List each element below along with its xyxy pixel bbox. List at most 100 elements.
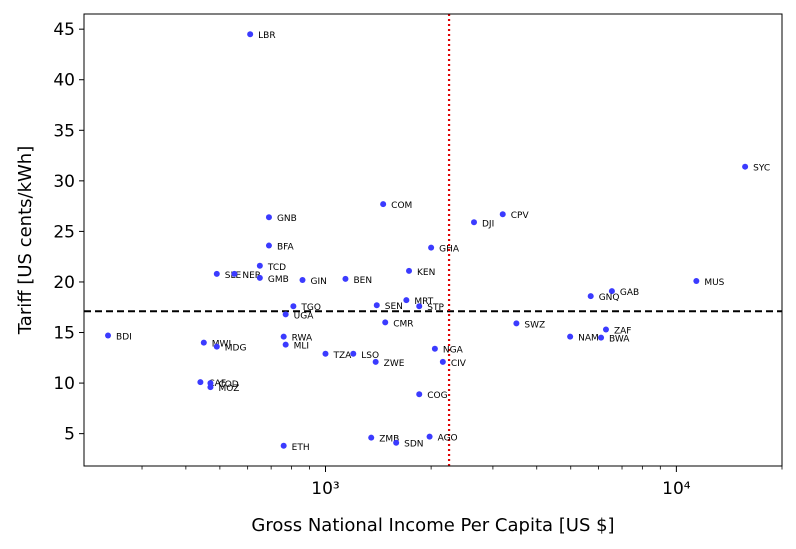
data-point-lso: [350, 350, 357, 357]
point-label-bdi: BDI: [116, 333, 132, 343]
point-label-swz: SWZ: [524, 320, 545, 330]
data-point-gnq: [587, 293, 594, 300]
point-label-mwi: MWI: [212, 340, 231, 350]
y-tick-label-25: 25: [53, 222, 75, 242]
data-point-sen: [373, 302, 380, 309]
point-label-sen: SEN: [385, 302, 403, 312]
point-label-ago: AGO: [438, 434, 458, 444]
point-label-dji: DJI: [482, 219, 494, 229]
point-label-gha: GHA: [439, 245, 460, 255]
y-tick-label-5: 5: [64, 425, 75, 445]
point-label-zwe: ZWE: [384, 359, 405, 369]
axes: 5 10 15 20 25 30 35 40 45 10³ 10⁴: [53, 13, 783, 499]
data-point-rwa: [280, 333, 287, 340]
data-point-nam: [567, 333, 574, 340]
data-point-zwe: [372, 358, 379, 365]
point-label-bwa: BWA: [609, 335, 630, 345]
data-point-mrt: [403, 297, 410, 304]
data-point-syc: [742, 163, 749, 170]
y-tick-label-35: 35: [53, 121, 75, 141]
data-point-bwa: [598, 334, 605, 341]
plot-frame: [83, 13, 783, 467]
x-axis-label: Gross National Income Per Capita [US $]: [251, 515, 614, 536]
data-point-mdg: [213, 343, 220, 350]
x-tick-label-10000: 10⁴: [662, 479, 691, 499]
data-point-eth: [280, 442, 287, 449]
data-point-tgo: [290, 303, 297, 310]
point-label-zmb: ZMB: [379, 435, 399, 445]
data-point-sdn: [393, 439, 400, 446]
point-label-zaf: ZAF: [614, 326, 632, 336]
data-point-civ: [439, 358, 446, 365]
point-label-sdn: SDN: [404, 440, 423, 450]
point-label-moz: MOZ: [218, 384, 239, 394]
data-point-nga: [431, 345, 438, 352]
x-tick-label-1000: 10³: [311, 479, 339, 499]
point-label-civ: CIV: [451, 359, 467, 369]
point-label-mdg: MDG: [225, 344, 247, 354]
data-point-bdi: [105, 332, 112, 339]
point-label-syc: SYC: [753, 164, 770, 174]
data-point-cog: [416, 391, 423, 398]
point-label-gnq: GNQ: [599, 293, 620, 303]
data-point-gha: [428, 244, 435, 251]
point-label-gin: GIN: [311, 277, 327, 287]
data-point-mus: [693, 277, 700, 284]
point-label-caf: CAF: [208, 379, 226, 389]
point-label-cog: COG: [427, 391, 447, 401]
data-point-zaf: [602, 326, 609, 333]
data-point-lbr: [247, 31, 254, 38]
y-tick-label-40: 40: [53, 71, 75, 91]
point-label-cod: COD: [218, 380, 238, 390]
data-point-uga: [282, 311, 289, 318]
point-label-uga: UGA: [294, 311, 315, 321]
data-point-tcd: [256, 262, 263, 269]
point-label-rwa: RWA: [292, 334, 313, 344]
data-point-ben: [342, 275, 349, 282]
point-label-cmr: CMR: [393, 319, 413, 329]
data-point-zmb: [368, 434, 375, 441]
point-label-com: COM: [391, 201, 412, 211]
y-tick-label-30: 30: [53, 172, 75, 192]
point-label-tcd: TCD: [267, 263, 286, 273]
y-tick-label-15: 15: [53, 324, 75, 344]
point-label-mus: MUS: [704, 278, 724, 288]
data-point-cmr: [382, 319, 389, 326]
data-point-tza: [322, 350, 329, 357]
data-point-gab: [608, 288, 615, 295]
data-point-gnb: [265, 214, 272, 221]
point-label-lso: LSO: [361, 351, 379, 361]
point-label-ben: BEN: [353, 276, 372, 286]
y-axis-label: Tariff [US cents/kWh]: [15, 146, 36, 335]
data-point-mli: [282, 341, 289, 348]
point-label-lbr: LBR: [258, 31, 275, 41]
point-label-cpv: CPV: [511, 211, 530, 221]
y-tick-label-45: 45: [53, 20, 75, 40]
point-label-gnb: GNB: [277, 214, 297, 224]
point-label-nga: NGA: [443, 346, 464, 356]
data-point-swz: [513, 320, 520, 327]
y-tick-label-10: 10: [53, 374, 75, 394]
data-point-gin: [299, 276, 306, 283]
point-label-tgo: TGO: [300, 303, 321, 313]
point-label-tza: TZA: [332, 351, 352, 361]
point-label-nam: NAM: [578, 334, 599, 344]
data-point-bfa: [265, 242, 272, 249]
data-point-ken: [406, 267, 413, 274]
point-label-ken: KEN: [417, 268, 435, 278]
point-label-gmb: GMB: [268, 275, 289, 285]
point-label-gab: GAB: [620, 288, 639, 298]
data-point-dji: [471, 219, 478, 226]
data-point-sle: [213, 270, 220, 277]
data-point-ner: [231, 270, 238, 277]
point-label-ner: NER: [242, 271, 261, 281]
data-point-gmb: [256, 274, 263, 281]
data-point-cpv: [499, 211, 506, 218]
point-label-stp: STP: [427, 303, 444, 313]
point-label-eth: ETH: [292, 443, 310, 453]
data-point-ago: [426, 433, 433, 440]
point-label-mrt: MRT: [414, 297, 433, 307]
data-point-moz: [207, 384, 214, 391]
point-label-bfa: BFA: [277, 243, 295, 253]
